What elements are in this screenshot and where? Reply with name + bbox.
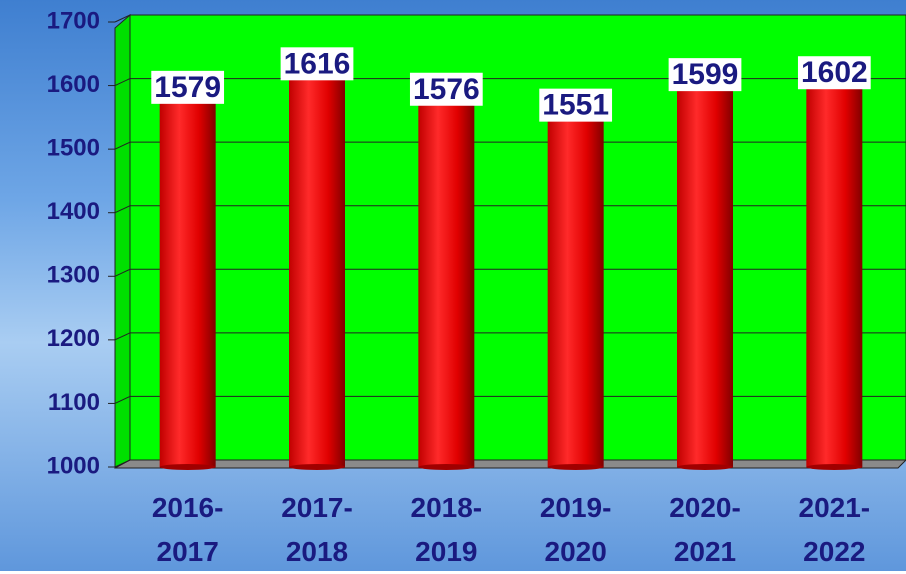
bar xyxy=(547,116,604,467)
value-label: 1602 xyxy=(801,56,868,89)
x-tick-label: 2018-2019 xyxy=(410,492,483,567)
y-tick-label: 1600 xyxy=(47,71,100,98)
x-tick-label: 2021-2022 xyxy=(798,492,871,567)
value-label-box xyxy=(539,88,613,122)
grid-line xyxy=(114,78,131,87)
bar xyxy=(677,86,733,467)
value-label-box xyxy=(797,56,871,90)
bar xyxy=(289,75,345,468)
bar xyxy=(806,84,863,468)
value-label: 1599 xyxy=(672,58,739,91)
bar-base xyxy=(418,464,475,470)
bar-base xyxy=(547,464,604,470)
grid-line xyxy=(114,141,131,150)
y-tick-label: 1000 xyxy=(47,452,100,479)
grid-line xyxy=(114,459,131,468)
y-tick-label: 1300 xyxy=(47,262,100,289)
grid-line xyxy=(114,14,131,23)
value-label: 1616 xyxy=(284,47,351,80)
value-label-box xyxy=(280,47,354,81)
value-label: 1576 xyxy=(413,73,480,106)
y-tick-label: 1500 xyxy=(47,134,100,161)
bar-base xyxy=(289,464,345,470)
x-tick-label: 2016-2017 xyxy=(151,492,224,567)
bar xyxy=(159,98,216,468)
value-label-box xyxy=(668,58,742,92)
x-tick-label: 2017-2018 xyxy=(281,492,353,567)
value-label: 1579 xyxy=(154,71,221,104)
y-tick-label: 1200 xyxy=(47,325,100,352)
grid-line xyxy=(114,268,131,277)
bar-base xyxy=(806,464,863,470)
grid-line xyxy=(114,332,131,341)
grid-line xyxy=(114,205,131,214)
y-tick-label: 1400 xyxy=(47,198,100,225)
x-tick-label: 2019-2020 xyxy=(539,492,612,567)
value-label-box xyxy=(409,72,483,106)
value-label-box xyxy=(151,70,225,104)
x-tick-label: 2020-2021 xyxy=(669,492,741,567)
back-wall xyxy=(129,14,906,461)
bar xyxy=(418,100,475,467)
value-label: 1551 xyxy=(542,89,609,122)
bar-base xyxy=(159,464,216,470)
bar-base xyxy=(677,464,733,470)
y-tick-label: 1100 xyxy=(48,389,100,416)
floor xyxy=(114,459,906,469)
grid-line xyxy=(114,395,131,404)
y-tick-label: 1700 xyxy=(47,7,100,34)
